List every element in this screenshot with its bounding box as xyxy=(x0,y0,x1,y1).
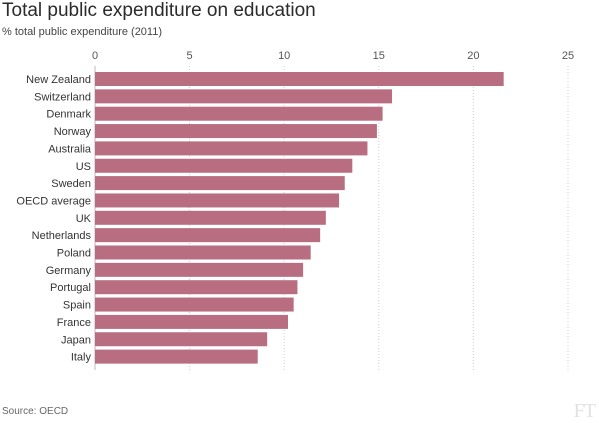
bar xyxy=(95,349,258,364)
bar xyxy=(95,89,393,104)
bar xyxy=(95,176,345,191)
bar xyxy=(95,210,326,225)
ft-logo: FT xyxy=(573,400,596,422)
bars xyxy=(95,72,504,364)
chart-title: Total public expenditure on education xyxy=(2,0,316,21)
x-tick-label: 20 xyxy=(467,50,479,62)
category-label: Italy xyxy=(71,352,92,364)
bar xyxy=(95,332,268,347)
category-labels: New Zealand Switzerland Denmark Norway Austr… xyxy=(16,74,91,364)
x-axis-ticks: 0 5 10 15 20 25 xyxy=(92,50,574,62)
category-label: UK xyxy=(76,213,92,225)
bar xyxy=(95,314,288,329)
category-label: France xyxy=(57,317,91,329)
category-label: Spain xyxy=(63,300,91,312)
category-label: Australia xyxy=(48,143,92,155)
x-tick-label: 0 xyxy=(92,50,98,62)
category-label: Germany xyxy=(46,265,92,277)
category-label: Sweden xyxy=(51,178,91,190)
category-label: US xyxy=(76,161,91,173)
category-label: OECD average xyxy=(16,195,91,207)
category-label: Portugal xyxy=(50,282,91,294)
category-label: Switzerland xyxy=(34,91,91,103)
bar xyxy=(95,124,377,139)
bar xyxy=(95,72,504,86)
bar xyxy=(95,297,294,312)
x-tick-label: 25 xyxy=(562,50,574,62)
category-label: Norway xyxy=(54,126,92,138)
bar xyxy=(95,280,298,295)
bar xyxy=(95,193,340,208)
bar xyxy=(95,106,383,121)
bar xyxy=(95,245,311,260)
category-label: New Zealand xyxy=(26,74,91,86)
x-tick-label: 5 xyxy=(187,50,193,62)
chart-subtitle: % total public expenditure (2011) xyxy=(2,26,163,38)
category-label: Japan xyxy=(61,334,91,346)
bar xyxy=(95,141,368,156)
x-tick-label: 10 xyxy=(278,50,290,62)
bar xyxy=(95,158,353,173)
category-label: Netherlands xyxy=(32,230,92,242)
category-label: Poland xyxy=(57,248,91,260)
x-tick-label: 15 xyxy=(373,50,385,62)
bar xyxy=(95,262,304,277)
source-note: Source: OECD xyxy=(2,406,69,417)
bar xyxy=(95,228,321,243)
category-label: Denmark xyxy=(46,109,91,121)
